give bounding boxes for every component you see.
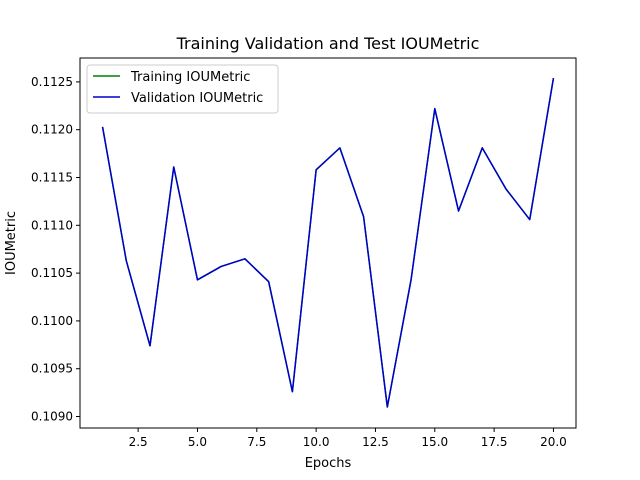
y-axis-label: IOUMetric [4, 211, 19, 275]
y-tick-label: 0.1105 [31, 266, 73, 280]
x-tick-label: 20.0 [540, 435, 567, 449]
x-tick-label: 12.5 [362, 435, 389, 449]
legend: Training IOUMetric Validation IOUMetric [86, 64, 279, 114]
x-tick-label: 2.5 [129, 435, 148, 449]
legend-label: Training IOUMetric [130, 70, 250, 85]
y-tick-label: 0.1110 [31, 218, 73, 232]
chart-title: Training Validation and Test IOUMetric [176, 34, 480, 53]
x-tick-label: 15.0 [421, 435, 448, 449]
plot-frame [79, 57, 577, 429]
x-tick-label: 10.0 [303, 435, 330, 449]
y-tick-label: 0.1095 [31, 362, 73, 376]
x-tick-label: 5.0 [188, 435, 207, 449]
series-lines [101, 77, 555, 408]
y-tick-label: 0.1125 [31, 75, 73, 89]
x-tick-label: 17.5 [481, 435, 508, 449]
x-axis: 2.5 5.0 7.5 10.0 12.5 15.0 17.5 20.0 [129, 428, 567, 449]
y-axis: 0.1090 0.1095 0.1100 0.1105 0.1110 0.1115 0.11… [31, 75, 80, 424]
legend-label: Validation IOUMetric [131, 91, 263, 106]
y-tick-label: 0.1100 [31, 314, 73, 328]
y-tick-label: 0.1120 [31, 123, 73, 137]
x-axis-label: Epochs [305, 456, 352, 471]
y-tick-label: 0.1115 [31, 171, 73, 185]
y-tick-label: 0.1090 [31, 410, 73, 424]
series-line-validation [101, 77, 555, 408]
x-tick-label: 7.5 [247, 435, 266, 449]
plot-area [80, 58, 576, 428]
legend-box [86, 64, 279, 114]
